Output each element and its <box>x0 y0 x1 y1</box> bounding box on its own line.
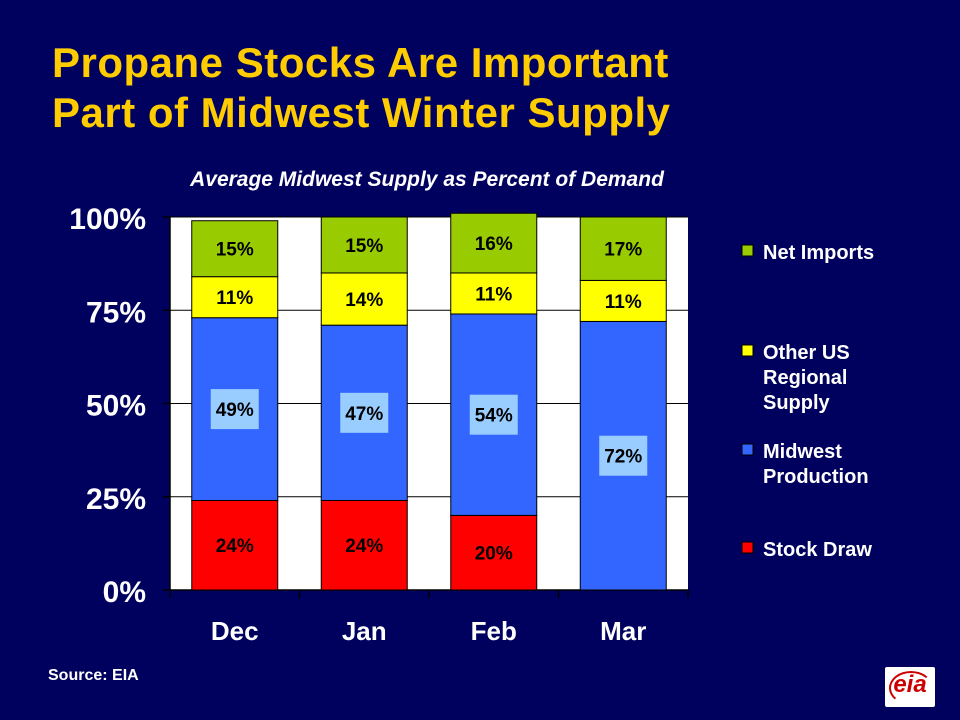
y-tick-label: 25% <box>86 483 146 516</box>
data-label: 24% <box>345 536 383 557</box>
data-label: 15% <box>345 236 383 257</box>
x-tick-label: Feb <box>471 616 517 646</box>
legend-label: Regional <box>763 367 847 389</box>
chart-title: Average Midwest Supply as Percent of Dem… <box>189 168 665 191</box>
legend-label: Midwest <box>763 441 842 463</box>
slide-title: Propane Stocks Are Important Part of Mid… <box>52 38 872 138</box>
eia-logo-text: eia <box>893 671 927 698</box>
bar-segment <box>320 499 408 591</box>
eia-logo: eia <box>885 667 935 707</box>
data-label: 72% <box>604 447 642 468</box>
bar-segment <box>450 272 538 315</box>
legend-label: Production <box>763 466 869 488</box>
slide-title-line-1: Propane Stocks Are Important <box>52 39 669 86</box>
y-tick-label: 50% <box>86 390 146 423</box>
legend-swatch <box>741 244 754 257</box>
source-note: Source: EIA <box>48 667 139 684</box>
bar-segment <box>450 212 538 274</box>
legend-label: Net Imports <box>763 242 874 264</box>
legend-label: Stock Draw <box>763 539 872 561</box>
bar-segment <box>191 276 279 319</box>
legend-swatch <box>741 443 754 456</box>
x-tick-label: Mar <box>600 616 646 646</box>
x-tick-label: Dec <box>211 616 259 646</box>
bar-segment <box>320 216 408 274</box>
data-label-box <box>210 389 259 430</box>
legend-swatch <box>741 541 754 554</box>
data-label: 14% <box>345 290 383 311</box>
legend-swatch <box>741 344 754 357</box>
data-label: 17% <box>604 240 642 261</box>
bar-segment <box>320 272 408 326</box>
data-label: 16% <box>475 234 513 255</box>
data-label: 20% <box>475 544 513 565</box>
data-label: 24% <box>216 536 254 557</box>
data-label: 54% <box>475 406 513 427</box>
data-label-box <box>599 435 648 476</box>
y-tick-label: 75% <box>86 296 146 329</box>
eia-logo-swoosh <box>889 671 933 705</box>
x-tick-label: Jan <box>342 616 387 646</box>
legend-label: Supply <box>763 392 831 414</box>
bar-segment <box>579 216 667 281</box>
data-label-box <box>469 394 518 435</box>
y-tick-label: 0% <box>103 576 146 609</box>
data-label: 11% <box>216 288 253 309</box>
legend-label: Other US <box>763 342 850 364</box>
slide-title-line-2: Part of Midwest Winter Supply <box>52 89 671 136</box>
data-label-box <box>340 392 389 433</box>
bar-segment <box>450 514 538 591</box>
stacked-bar-chart: Average Midwest Supply as Percent of Dem… <box>69 168 874 646</box>
bar-segment <box>579 279 667 322</box>
data-label: 15% <box>216 240 254 261</box>
data-label: 49% <box>216 400 254 421</box>
data-label: 11% <box>475 284 512 305</box>
bar-segment <box>191 220 279 278</box>
y-tick-label: 100% <box>69 203 146 236</box>
data-label: 11% <box>605 292 642 313</box>
data-label: 47% <box>345 404 383 425</box>
